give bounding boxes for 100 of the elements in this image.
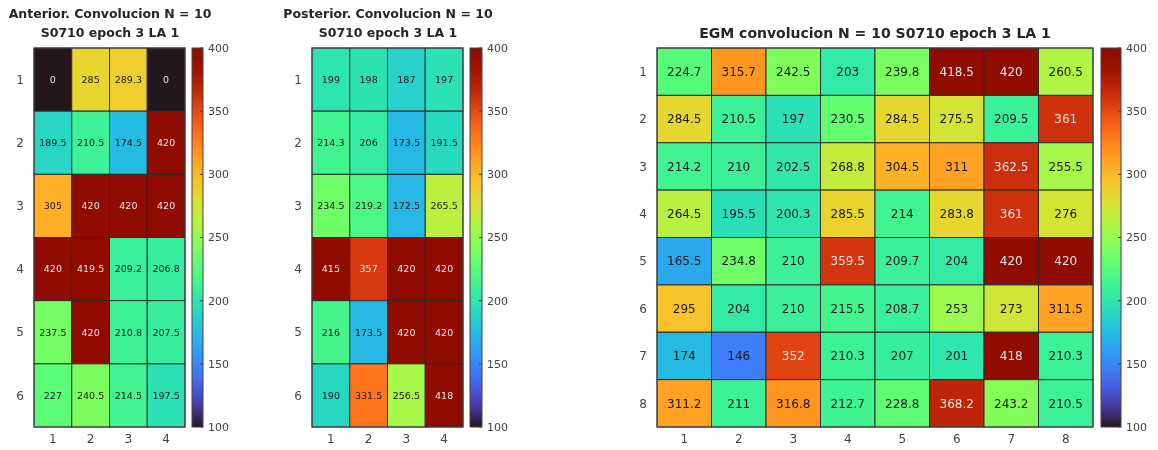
data-label: 420 bbox=[81, 200, 100, 212]
y-tick-label: 6 bbox=[639, 301, 647, 316]
chart-title: EGM convolucion N = 10 S0710 epoch 3 LA 1 bbox=[699, 25, 1051, 41]
data-label: 208.7 bbox=[885, 301, 920, 316]
x-tick-label: 3 bbox=[402, 432, 411, 446]
data-label: 276 bbox=[1054, 207, 1078, 222]
data-label: 316.8 bbox=[776, 396, 811, 411]
data-label: 264.5 bbox=[667, 207, 702, 222]
x-tick-label: 5 bbox=[898, 432, 907, 446]
data-label: 210.5 bbox=[1048, 396, 1083, 411]
data-label: 311.2 bbox=[667, 396, 702, 411]
data-label: 207 bbox=[890, 349, 914, 364]
y-tick-label: 7 bbox=[639, 349, 647, 364]
data-label: 275.5 bbox=[939, 112, 974, 127]
data-label: 265.5 bbox=[430, 200, 458, 212]
y-tick-label: 4 bbox=[16, 262, 24, 277]
data-label: 289.3 bbox=[114, 73, 142, 85]
data-label: 214.2 bbox=[667, 159, 702, 174]
data-label: 214.3 bbox=[317, 137, 345, 149]
data-label: 198 bbox=[359, 73, 378, 85]
color-bar-label: 400 bbox=[208, 41, 229, 55]
x-tick-label: 1 bbox=[327, 432, 335, 446]
y-tick-label: 5 bbox=[639, 254, 647, 269]
data-label: 284.5 bbox=[885, 112, 920, 127]
data-label: 234.8 bbox=[721, 254, 756, 269]
data-label: 331.5 bbox=[355, 389, 383, 401]
x-tick-label: 7 bbox=[1007, 432, 1016, 446]
data-label: 224.7 bbox=[667, 64, 702, 79]
color-bar-label: 100 bbox=[208, 420, 229, 434]
data-label: 234.5 bbox=[317, 200, 345, 212]
data-label: 215.5 bbox=[830, 301, 865, 316]
color-bar-label: 350 bbox=[208, 105, 229, 119]
data-label: 209.2 bbox=[114, 263, 142, 275]
data-label: 283.8 bbox=[939, 207, 974, 222]
data-label: 200.3 bbox=[776, 207, 811, 222]
color-bar-label: 250 bbox=[1126, 231, 1147, 245]
data-label: 268.8 bbox=[830, 159, 865, 174]
chart-title: Anterior. Convolucion N = 10 bbox=[8, 6, 212, 21]
color-bar-label: 300 bbox=[487, 168, 508, 182]
x-tick-label: 2 bbox=[734, 432, 743, 446]
y-tick-label: 4 bbox=[294, 262, 302, 277]
data-label: 206.8 bbox=[152, 263, 180, 275]
data-label: 197 bbox=[435, 73, 454, 85]
data-label: 240.5 bbox=[77, 389, 105, 401]
data-label: 362.5 bbox=[994, 159, 1029, 174]
y-tick-label: 2 bbox=[294, 135, 302, 150]
data-label: 209.7 bbox=[885, 254, 920, 269]
data-label: 420 bbox=[397, 263, 416, 275]
data-label: 311 bbox=[945, 159, 969, 174]
data-label: 419.5 bbox=[77, 263, 105, 275]
data-label: 216 bbox=[321, 326, 340, 338]
data-label: 172.5 bbox=[392, 200, 420, 212]
data-label: 0 bbox=[163, 73, 170, 85]
x-tick-label: 1 bbox=[49, 432, 57, 446]
data-label: 210 bbox=[781, 301, 805, 316]
data-label: 368.2 bbox=[939, 396, 974, 411]
data-label: 146 bbox=[727, 349, 751, 364]
data-label: 210 bbox=[781, 254, 805, 269]
data-label: 242.5 bbox=[776, 64, 811, 79]
data-label: 420 bbox=[43, 263, 62, 275]
data-label: 204 bbox=[727, 301, 751, 316]
y-tick-label: 8 bbox=[639, 396, 647, 411]
x-tick-label: 4 bbox=[440, 432, 448, 446]
data-label: 418 bbox=[999, 349, 1023, 364]
data-label: 418 bbox=[435, 389, 454, 401]
data-label: 256.5 bbox=[392, 389, 420, 401]
data-label: 214 bbox=[890, 207, 914, 222]
data-label: 273 bbox=[999, 301, 1023, 316]
color-bar-label: 300 bbox=[208, 168, 229, 182]
data-label: 210.5 bbox=[721, 112, 756, 127]
data-label: 315.7 bbox=[721, 64, 756, 79]
data-label: 361 bbox=[1054, 112, 1078, 127]
data-label: 285.5 bbox=[830, 207, 865, 222]
data-label: 420 bbox=[157, 200, 176, 212]
x-tick-label: 3 bbox=[789, 432, 798, 446]
data-label: 420 bbox=[81, 326, 100, 338]
color-bar-label: 200 bbox=[487, 294, 508, 308]
data-label: 165.5 bbox=[667, 254, 702, 269]
color-bar-label: 150 bbox=[487, 357, 508, 371]
x-tick-label: 4 bbox=[843, 432, 852, 446]
x-tick-label: 2 bbox=[364, 432, 373, 446]
data-label: 420 bbox=[999, 64, 1023, 79]
data-label: 357 bbox=[359, 263, 378, 275]
color-bar-label: 300 bbox=[1126, 168, 1147, 182]
data-label: 415 bbox=[321, 263, 340, 275]
color-bar-label: 100 bbox=[1126, 420, 1147, 434]
data-label: 253 bbox=[945, 301, 969, 316]
color-bar-label: 200 bbox=[208, 294, 229, 308]
y-tick-label: 2 bbox=[639, 112, 647, 127]
data-label: 210.3 bbox=[830, 349, 865, 364]
color-bar-label: 250 bbox=[208, 231, 229, 245]
data-label: 239.8 bbox=[885, 64, 920, 79]
data-label: 209.5 bbox=[994, 112, 1029, 127]
data-label: 420 bbox=[157, 137, 176, 149]
color-bar-label: 250 bbox=[487, 231, 508, 245]
y-tick-label: 4 bbox=[639, 207, 647, 222]
color-bar-label: 100 bbox=[487, 420, 508, 434]
data-label: 255.5 bbox=[1048, 159, 1083, 174]
data-label: 284.5 bbox=[667, 112, 702, 127]
data-label: 212.7 bbox=[830, 396, 865, 411]
